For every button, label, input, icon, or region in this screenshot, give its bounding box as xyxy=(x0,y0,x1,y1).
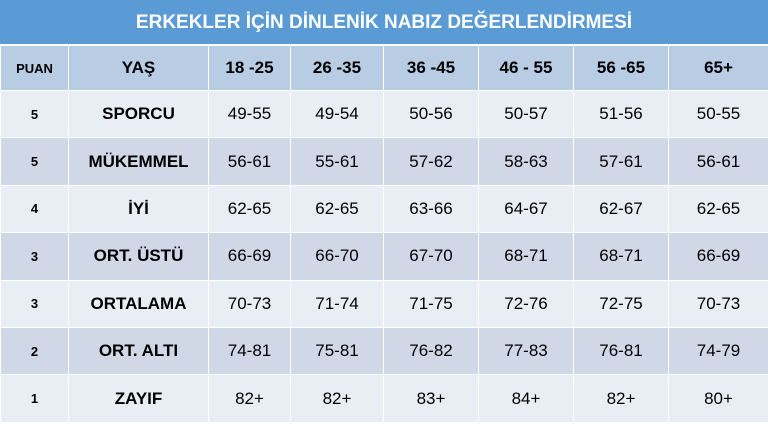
range-cell: 76-81 xyxy=(573,326,669,376)
score-cell: 2 xyxy=(0,326,69,376)
range-cell: 72-75 xyxy=(573,279,669,328)
score-cell: 1 xyxy=(0,374,69,423)
range-cell: 66-70 xyxy=(290,232,384,281)
range-cell: 64-67 xyxy=(478,184,574,234)
range-cell: 62-67 xyxy=(573,184,669,234)
range-cell: 56-61 xyxy=(668,137,768,186)
row: 3 ORTALAMA 70-73 71-74 71-75 72-76 72-75 70-73 xyxy=(0,279,768,328)
range-cell: 83+ xyxy=(383,374,479,423)
range-cell: 82+ xyxy=(573,374,669,423)
range-cell: 67-70 xyxy=(383,232,479,281)
table: PUAN YAŞ 18 -25 26 -35 36 -45 46 - 55 56 -65 65… xyxy=(0,45,768,423)
range-cell: 50-55 xyxy=(668,89,768,139)
range-cell: 76-82 xyxy=(383,326,479,376)
row: 2 ORT. ALTI 74-81 75-81 76-82 77-83 76-81 74-79 xyxy=(0,326,768,376)
level-cell: İYİ xyxy=(68,184,209,234)
range-cell: 80+ xyxy=(668,374,768,423)
range-cell: 66-69 xyxy=(668,232,768,281)
range-cell: 68-71 xyxy=(573,232,669,281)
row: 4 İYİ 62-65 62-65 63-66 64-67 62-67 62-65 xyxy=(0,184,768,234)
header-cell: 46 - 55 xyxy=(478,45,574,91)
range-cell: 55-61 xyxy=(290,137,384,186)
score-cell: 5 xyxy=(0,89,69,139)
level-cell: ORTALAMA xyxy=(68,279,209,328)
range-cell: 58-63 xyxy=(478,137,574,186)
score-cell: 3 xyxy=(0,279,69,328)
range-cell: 51-56 xyxy=(573,89,669,139)
range-cell: 84+ xyxy=(478,374,574,423)
row: 5 MÜKEMMEL 56-61 55-61 57-62 58-63 57-61 56-61 xyxy=(0,137,768,186)
range-cell: 74-81 xyxy=(208,326,291,376)
header-cell: YAŞ xyxy=(68,45,209,91)
header-cell: 56 -65 xyxy=(573,45,669,91)
range-cell: 62-65 xyxy=(290,184,384,234)
range-cell: 82+ xyxy=(208,374,291,423)
range-cell: 50-57 xyxy=(478,89,574,139)
range-cell: 71-75 xyxy=(383,279,479,328)
score-cell: 3 xyxy=(0,232,69,281)
range-cell: 49-55 xyxy=(208,89,291,139)
range-cell: 77-83 xyxy=(478,326,574,376)
range-cell: 49-54 xyxy=(290,89,384,139)
range-cell: 66-69 xyxy=(208,232,291,281)
range-cell: 63-66 xyxy=(383,184,479,234)
header-cell: 65+ xyxy=(668,45,768,91)
range-cell: 56-61 xyxy=(208,137,291,186)
header-cell: 26 -35 xyxy=(290,45,384,91)
level-cell: ORT. ÜSTÜ xyxy=(68,232,209,281)
row: 3 ORT. ÜSTÜ 66-69 66-70 67-70 68-71 68-71 66-69 xyxy=(0,232,768,281)
range-cell: 74-79 xyxy=(668,326,768,376)
range-cell: 72-76 xyxy=(478,279,574,328)
row: 1 ZAYIF 82+ 82+ 83+ 84+ 82+ 80+ xyxy=(0,374,768,423)
range-cell: 70-73 xyxy=(668,279,768,328)
level-cell: ZAYIF xyxy=(68,374,209,423)
title: ERKEKLER İÇİN DİNLENİK NABIZ DEĞERLENDİR… xyxy=(0,0,768,45)
range-cell: 50-56 xyxy=(383,89,479,139)
range-cell: 75-81 xyxy=(290,326,384,376)
range-cell: 71-74 xyxy=(290,279,384,328)
range-cell: 62-65 xyxy=(668,184,768,234)
level-cell: SPORCU xyxy=(68,89,209,139)
header-cell: 36 -45 xyxy=(383,45,479,91)
row: 5 SPORCU 49-55 49-54 50-56 50-57 51-56 50-55 xyxy=(0,89,768,139)
range-cell: 82+ xyxy=(290,374,384,423)
range-cell: 62-65 xyxy=(208,184,291,234)
level-cell: MÜKEMMEL xyxy=(68,137,209,186)
range-cell: 57-61 xyxy=(573,137,669,186)
header-cell: PUAN xyxy=(0,45,69,91)
range-cell: 68-71 xyxy=(478,232,574,281)
header-cell: 18 -25 xyxy=(208,45,291,91)
score-cell: 5 xyxy=(0,137,69,186)
range-cell: 70-73 xyxy=(208,279,291,328)
header-row: PUAN YAŞ 18 -25 26 -35 36 -45 46 - 55 56 -65 65… xyxy=(0,45,768,91)
range-cell: 57-62 xyxy=(383,137,479,186)
score-cell: 4 xyxy=(0,184,69,234)
level-cell: ORT. ALTI xyxy=(68,326,209,376)
